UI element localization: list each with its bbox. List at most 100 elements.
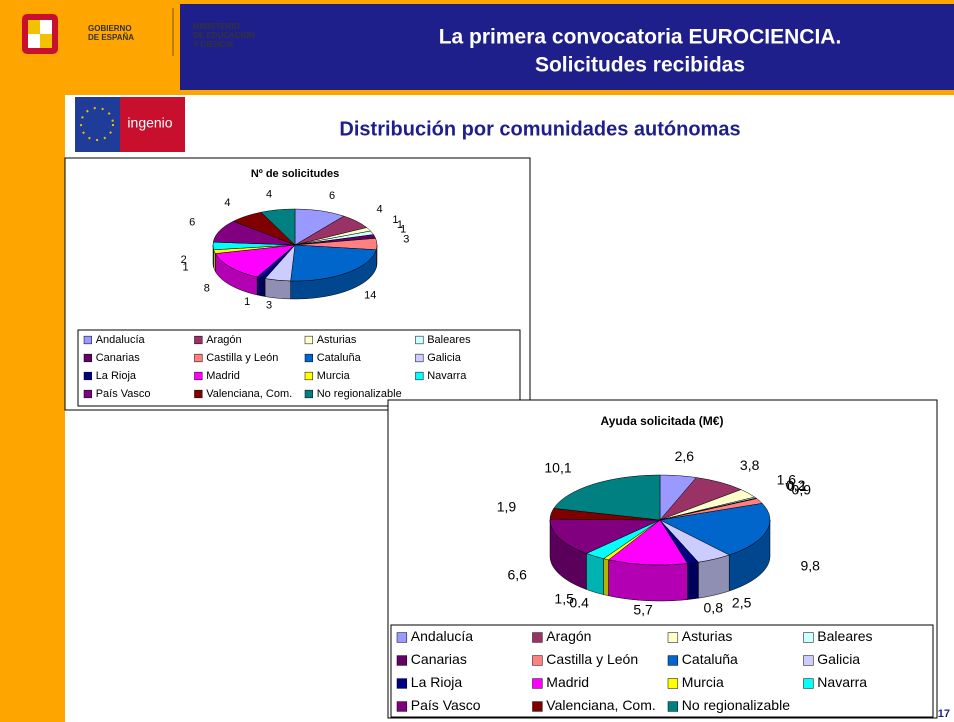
pie-side xyxy=(603,558,609,597)
legend-label: Aragón xyxy=(206,334,241,346)
data-label: 4 xyxy=(224,197,230,209)
legend-label: La Rioja xyxy=(96,370,137,382)
data-label: 2 xyxy=(181,254,187,266)
pie-slice xyxy=(608,519,688,566)
legend-label: Andalucía xyxy=(411,628,473,644)
legend-swatch xyxy=(83,389,92,399)
legend-swatch xyxy=(667,701,679,712)
legend-label: La Rioja xyxy=(411,674,463,690)
legend-swatch xyxy=(396,678,408,689)
pie-chart: Ayuda solicitada (M€) 2,6 3,8 1,60,20,10,9 9… xyxy=(387,399,938,719)
legend-swatch xyxy=(803,655,814,666)
government-line: GOBIERNO xyxy=(88,24,132,33)
legend-swatch xyxy=(532,678,543,689)
legend-label: No regionalizable xyxy=(682,697,790,713)
legend-swatch xyxy=(194,335,203,345)
header-title: La primera convocatoria EUROCIENCIA. xyxy=(439,26,842,49)
legend-swatch xyxy=(415,371,424,381)
legend-label: Navarra xyxy=(817,674,867,690)
header-band xyxy=(180,4,954,90)
ministry-line: Y CIENCIA xyxy=(193,40,234,49)
ministry-line: MINISTERIO xyxy=(193,22,240,31)
data-label: 0,2 xyxy=(786,477,806,493)
legend-swatch xyxy=(304,335,313,345)
legend-swatch xyxy=(396,655,408,666)
legend-label: Aragón xyxy=(546,628,591,644)
legend-label: Galicia xyxy=(817,651,860,667)
data-label: 1 xyxy=(392,214,398,226)
data-label: 3,8 xyxy=(740,457,760,473)
legend-swatch xyxy=(532,632,543,643)
government-line: DE ESPAÑA xyxy=(88,33,134,42)
legend-label: No regionalizable xyxy=(317,388,402,400)
pie-side xyxy=(608,559,688,602)
logo-text: ingenio xyxy=(127,115,172,131)
data-label: 14 xyxy=(364,289,376,301)
legend-swatch xyxy=(83,335,92,345)
legend-label: Madrid xyxy=(546,674,589,690)
legend-swatch xyxy=(667,655,679,666)
legend-label: Navarra xyxy=(427,370,467,382)
page-number: 17 xyxy=(938,708,950,720)
pie-slice xyxy=(549,519,661,554)
pie-side xyxy=(256,276,266,297)
legend-label: Canarias xyxy=(411,651,467,667)
legend-swatch xyxy=(415,335,424,345)
legend-label: Baleares xyxy=(817,628,872,644)
pie-side xyxy=(586,553,604,595)
legend-label: Castilla y León xyxy=(206,352,278,364)
left-band xyxy=(0,0,65,722)
legend-swatch xyxy=(396,632,408,643)
legend-swatch xyxy=(415,353,424,363)
data-label: 9,8 xyxy=(800,558,820,574)
pie-slice xyxy=(659,503,771,556)
data-label: 5,7 xyxy=(633,602,653,618)
data-label: 6 xyxy=(329,190,335,202)
legend-swatch xyxy=(194,389,203,399)
data-label: 1 xyxy=(244,296,250,308)
legend-label: Cataluña xyxy=(317,352,362,364)
data-label: 0.4 xyxy=(569,594,589,610)
subtitle: Distribución por comunidades autónomas xyxy=(339,118,740,140)
legend-swatch xyxy=(803,678,814,689)
legend-label: Asturias xyxy=(317,334,357,346)
data-label: 8 xyxy=(204,282,210,294)
pie-side xyxy=(264,278,291,300)
legend-label: Cataluña xyxy=(682,651,738,667)
legend-swatch xyxy=(304,371,313,381)
data-label: 6 xyxy=(189,216,195,228)
data-label: 1,6 xyxy=(777,471,797,487)
legend-swatch xyxy=(532,655,543,666)
data-label: 3 xyxy=(403,234,409,246)
legend-label: Asturias xyxy=(682,628,733,644)
legend-swatch xyxy=(667,632,679,643)
legend-label: Valenciana, Com. xyxy=(546,697,655,713)
ministry-line: DE EDUCACIÓN xyxy=(193,31,255,40)
legend-swatch xyxy=(667,678,679,689)
chart-title: Ayuda solicitada (M€) xyxy=(601,414,724,428)
legend-frame xyxy=(390,624,934,718)
legend-label: País Vasco xyxy=(411,697,481,713)
coat-of-arms xyxy=(22,14,58,54)
pie-chart: Nº de solicitudes6411131431812644Andaluc… xyxy=(64,157,531,411)
data-label: 3 xyxy=(266,299,272,311)
legend-label: Valenciana, Com. xyxy=(206,388,292,400)
legend-label: Murcia xyxy=(682,674,724,690)
legend-swatch xyxy=(194,353,203,363)
legend-swatch xyxy=(304,353,313,363)
legend-label: Andalucía xyxy=(96,334,146,346)
pie-slice xyxy=(214,244,296,278)
chart-title: Nº de solicitudes xyxy=(251,168,339,180)
pie-slice xyxy=(290,244,377,282)
pie-side xyxy=(687,561,699,600)
pie-slice xyxy=(553,474,661,521)
legend-label: País Vasco xyxy=(96,388,151,400)
data-label: 1 xyxy=(400,224,406,236)
data-label: 2,6 xyxy=(675,448,695,464)
legend-label: Madrid xyxy=(206,370,240,382)
legend-swatch xyxy=(532,701,543,712)
logo xyxy=(75,97,185,152)
data-label: 6,6 xyxy=(507,566,527,582)
legend-label: Baleares xyxy=(427,334,471,346)
